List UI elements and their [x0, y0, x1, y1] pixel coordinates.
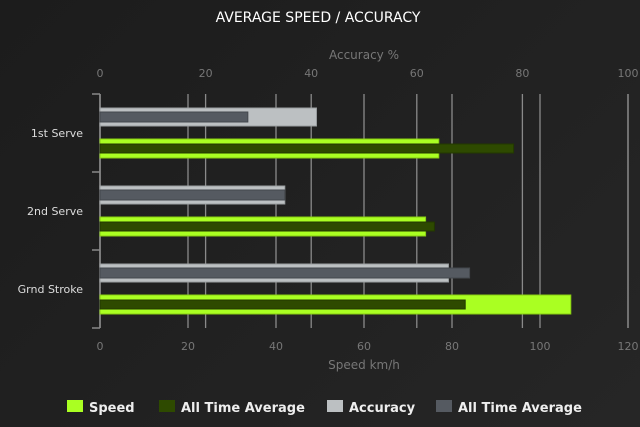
legend-swatch: [327, 400, 343, 412]
top-axis-label: Accuracy %: [329, 48, 399, 62]
bottom-tick-label: 100: [530, 340, 551, 353]
legend-swatch: [67, 400, 83, 412]
bottom-tick-label: 80: [445, 340, 459, 353]
legend-swatch: [159, 400, 175, 412]
top-tick-label: 60: [410, 67, 424, 80]
bottom-axis-label: Speed km/h: [328, 358, 400, 372]
bar: [99, 267, 471, 279]
bar: [99, 299, 466, 310]
bar: [99, 143, 515, 154]
bottom-tick-label: 120: [618, 340, 639, 353]
bottom-tick-label: 20: [181, 340, 195, 353]
category-label: 1st Serve: [31, 127, 83, 140]
bar: [99, 189, 286, 201]
legend-label: All Time Average: [458, 401, 582, 416]
top-tick-label: 0: [97, 67, 104, 80]
legend-label: Speed: [89, 401, 135, 416]
bar: [99, 221, 435, 232]
legend-swatch: [436, 400, 452, 412]
category-label: 2nd Serve: [27, 205, 83, 218]
top-tick-label: 80: [515, 67, 529, 80]
bottom-tick-label: 40: [269, 340, 283, 353]
top-tick-label: 40: [304, 67, 318, 80]
chart-title: AVERAGE SPEED / ACCURACY: [216, 10, 421, 26]
category-label: Grnd Stroke: [18, 283, 84, 296]
top-tick-label: 20: [199, 67, 213, 80]
bottom-tick-label: 60: [357, 340, 371, 353]
legend-label: Accuracy: [349, 401, 416, 416]
bar: [99, 111, 249, 123]
top-tick-label: 100: [618, 67, 639, 80]
bottom-tick-label: 0: [97, 340, 104, 353]
legend-label: All Time Average: [181, 401, 305, 416]
